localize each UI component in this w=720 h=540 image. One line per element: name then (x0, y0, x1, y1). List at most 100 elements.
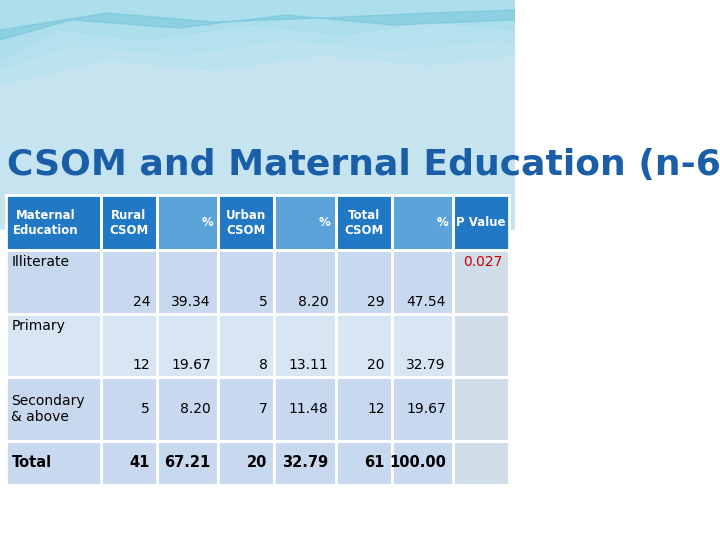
Bar (101, 195, 157, 250)
Text: 5: 5 (258, 295, 267, 309)
Bar (453, 314, 509, 377)
Bar (6, 314, 101, 377)
Bar (336, 441, 392, 485)
Text: Urban
CSOM: Urban CSOM (226, 208, 266, 237)
Text: %: % (202, 216, 213, 229)
Text: CSOM and Maternal Education (n-61): CSOM and Maternal Education (n-61) (7, 148, 720, 182)
Bar (101, 314, 157, 377)
Text: 100.00: 100.00 (389, 455, 446, 470)
Text: 12: 12 (132, 358, 150, 372)
Text: 32.79: 32.79 (282, 455, 328, 470)
Bar (336, 250, 392, 314)
Text: Illiterate: Illiterate (12, 255, 69, 269)
Text: Maternal
Education: Maternal Education (14, 208, 79, 237)
Bar (392, 314, 453, 377)
Bar (101, 441, 157, 485)
Bar (392, 441, 453, 485)
Text: 24: 24 (132, 295, 150, 309)
Bar (157, 441, 218, 485)
Bar (392, 250, 453, 314)
Bar (218, 377, 274, 441)
Bar (392, 441, 453, 485)
Bar (453, 195, 509, 250)
Bar (101, 377, 157, 441)
Bar (6, 250, 101, 314)
Bar (274, 250, 336, 314)
Bar (336, 377, 392, 441)
Text: Total: Total (12, 455, 52, 470)
Text: 47.54: 47.54 (406, 295, 446, 309)
Bar (336, 195, 392, 250)
Bar (218, 250, 274, 314)
Bar (218, 195, 274, 250)
Bar (6, 377, 101, 441)
Text: 5: 5 (141, 402, 150, 416)
Bar (453, 195, 509, 250)
Text: Total
CSOM: Total CSOM (344, 208, 383, 237)
Text: 8.20: 8.20 (297, 295, 328, 309)
Bar (6, 195, 101, 250)
Text: 67.21: 67.21 (165, 455, 211, 470)
Bar (392, 195, 453, 250)
Bar (336, 250, 392, 314)
Bar (157, 250, 218, 314)
Bar (6, 250, 101, 314)
Text: 41: 41 (130, 455, 150, 470)
Polygon shape (0, 0, 515, 70)
Bar (157, 195, 218, 250)
Bar (274, 195, 336, 250)
Polygon shape (0, 0, 515, 60)
Bar (218, 377, 274, 441)
Bar (336, 441, 392, 485)
Bar (157, 195, 218, 250)
Text: 12: 12 (367, 402, 385, 416)
Bar (274, 314, 336, 377)
Bar (336, 314, 392, 377)
Bar (274, 441, 336, 485)
Bar (101, 195, 157, 250)
Text: 32.79: 32.79 (406, 358, 446, 372)
Bar (453, 250, 509, 314)
Bar (101, 250, 157, 314)
Bar (6, 195, 101, 250)
Bar (336, 377, 392, 441)
Text: Rural
CSOM: Rural CSOM (109, 208, 148, 237)
Bar (453, 377, 509, 441)
Text: %: % (319, 216, 330, 229)
Text: %: % (436, 216, 448, 229)
Bar (101, 314, 157, 377)
Bar (6, 441, 101, 485)
Bar (157, 314, 218, 377)
Bar (392, 250, 453, 314)
Bar (218, 314, 274, 377)
Bar (392, 195, 453, 250)
Bar (392, 377, 453, 441)
Text: 61: 61 (364, 455, 385, 470)
Bar (453, 441, 509, 485)
Bar (6, 377, 101, 441)
Bar (218, 314, 274, 377)
Polygon shape (0, 0, 515, 85)
Bar (0, 0, 515, 230)
Bar (336, 314, 392, 377)
Bar (392, 314, 453, 377)
Text: 19.67: 19.67 (171, 358, 211, 372)
Bar (101, 377, 157, 441)
Bar (274, 377, 336, 441)
Text: 8: 8 (258, 358, 267, 372)
Bar (157, 377, 218, 441)
Bar (0, 230, 515, 540)
Bar (101, 250, 157, 314)
Text: P Value: P Value (456, 216, 506, 229)
Text: 39.34: 39.34 (171, 295, 211, 309)
Bar (336, 195, 392, 250)
Bar (218, 195, 274, 250)
Text: 7: 7 (258, 402, 267, 416)
Bar (274, 195, 336, 250)
Text: 19.67: 19.67 (406, 402, 446, 416)
Bar (453, 250, 509, 314)
Text: Secondary
& above: Secondary & above (12, 394, 85, 424)
Text: 13.11: 13.11 (289, 358, 328, 372)
Text: 0.027: 0.027 (463, 255, 503, 269)
Bar (274, 441, 336, 485)
